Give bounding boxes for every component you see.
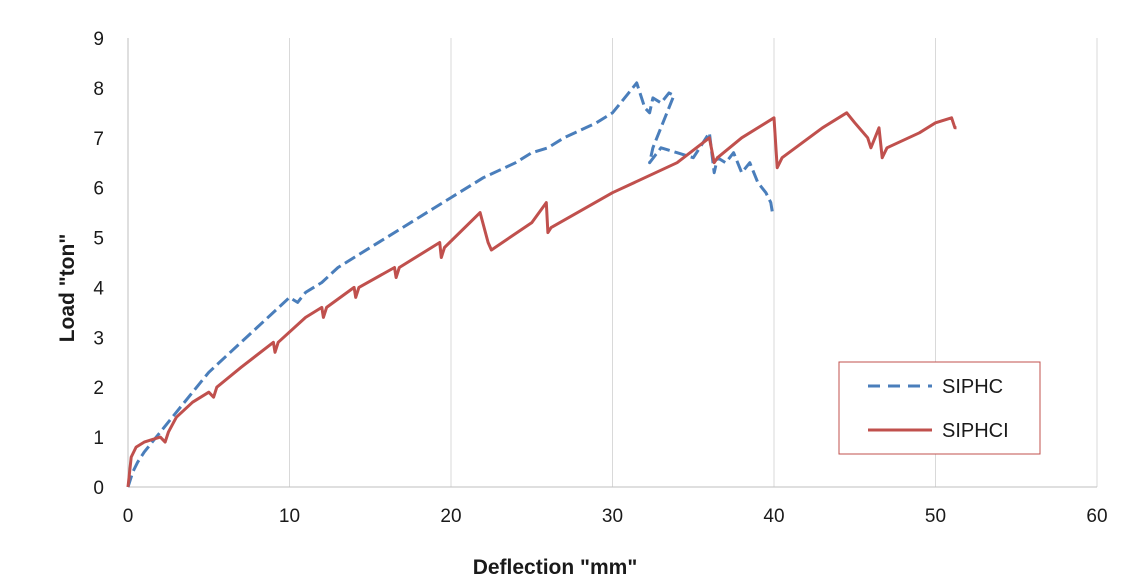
y-tick-label: 0 bbox=[93, 478, 104, 499]
legend-label-siphc: SIPHC bbox=[942, 376, 1003, 398]
x-tick-label: 0 bbox=[123, 506, 134, 527]
y-tick-label: 3 bbox=[93, 328, 104, 349]
legend-label-siphci: SIPHCI bbox=[942, 420, 1009, 442]
x-tick-label: 60 bbox=[1086, 506, 1107, 527]
y-tick-label: 2 bbox=[93, 378, 104, 399]
legend-box bbox=[838, 361, 1041, 455]
series-line-siphc bbox=[126, 81, 774, 488]
legend: SIPHC SIPHCI bbox=[838, 361, 1041, 455]
y-tick-label: 1 bbox=[93, 428, 104, 449]
y-tick-label: 7 bbox=[93, 129, 104, 150]
y-axis-tick-labels: 0 1 2 3 4 5 6 7 8 9 bbox=[93, 29, 104, 499]
x-tick-label: 50 bbox=[925, 506, 946, 527]
series-lines bbox=[126, 81, 957, 488]
y-tick-label: 6 bbox=[93, 179, 104, 200]
y-tick-label: 5 bbox=[93, 229, 104, 250]
x-tick-label: 30 bbox=[602, 506, 623, 527]
series-line-siphci bbox=[126, 111, 957, 488]
x-tick-label: 40 bbox=[763, 506, 784, 527]
y-tick-label: 8 bbox=[93, 79, 104, 100]
x-tick-label: 10 bbox=[279, 506, 300, 527]
y-tick-label: 9 bbox=[93, 29, 104, 50]
axes bbox=[127, 38, 1097, 488]
x-axis-title: Deflection "mm" bbox=[473, 556, 638, 579]
x-tick-label: 20 bbox=[440, 506, 461, 527]
y-tick-label: 4 bbox=[93, 278, 104, 299]
x-axis-tick-labels: 0 10 20 30 40 50 60 bbox=[123, 506, 1108, 527]
y-axis-title: Load "ton" bbox=[56, 234, 79, 343]
